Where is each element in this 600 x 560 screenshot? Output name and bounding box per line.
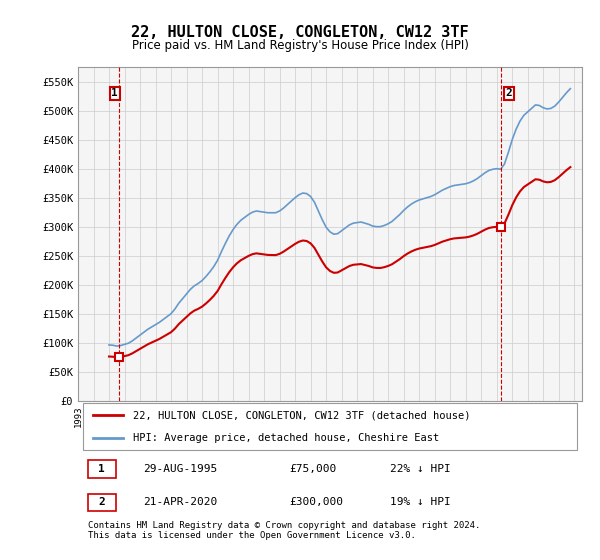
Text: £75,000: £75,000 [290, 464, 337, 474]
Text: 2: 2 [506, 88, 512, 99]
Text: 1: 1 [111, 88, 118, 99]
Text: £300,000: £300,000 [290, 497, 344, 507]
Text: 21-APR-2020: 21-APR-2020 [143, 497, 218, 507]
Text: 19% ↓ HPI: 19% ↓ HPI [391, 497, 451, 507]
Text: HPI: Average price, detached house, Cheshire East: HPI: Average price, detached house, Ches… [133, 433, 440, 443]
Text: 29-AUG-1995: 29-AUG-1995 [143, 464, 218, 474]
Text: 1: 1 [98, 464, 105, 474]
Text: Contains HM Land Registry data © Crown copyright and database right 2024.
This d: Contains HM Land Registry data © Crown c… [88, 521, 481, 540]
FancyBboxPatch shape [88, 494, 116, 511]
FancyBboxPatch shape [88, 460, 116, 478]
FancyBboxPatch shape [83, 403, 577, 450]
Text: 22% ↓ HPI: 22% ↓ HPI [391, 464, 451, 474]
Text: Price paid vs. HM Land Registry's House Price Index (HPI): Price paid vs. HM Land Registry's House … [131, 39, 469, 52]
Text: 22, HULTON CLOSE, CONGLETON, CW12 3TF (detached house): 22, HULTON CLOSE, CONGLETON, CW12 3TF (d… [133, 410, 471, 420]
Text: 2: 2 [98, 497, 105, 507]
Text: 22, HULTON CLOSE, CONGLETON, CW12 3TF: 22, HULTON CLOSE, CONGLETON, CW12 3TF [131, 25, 469, 40]
